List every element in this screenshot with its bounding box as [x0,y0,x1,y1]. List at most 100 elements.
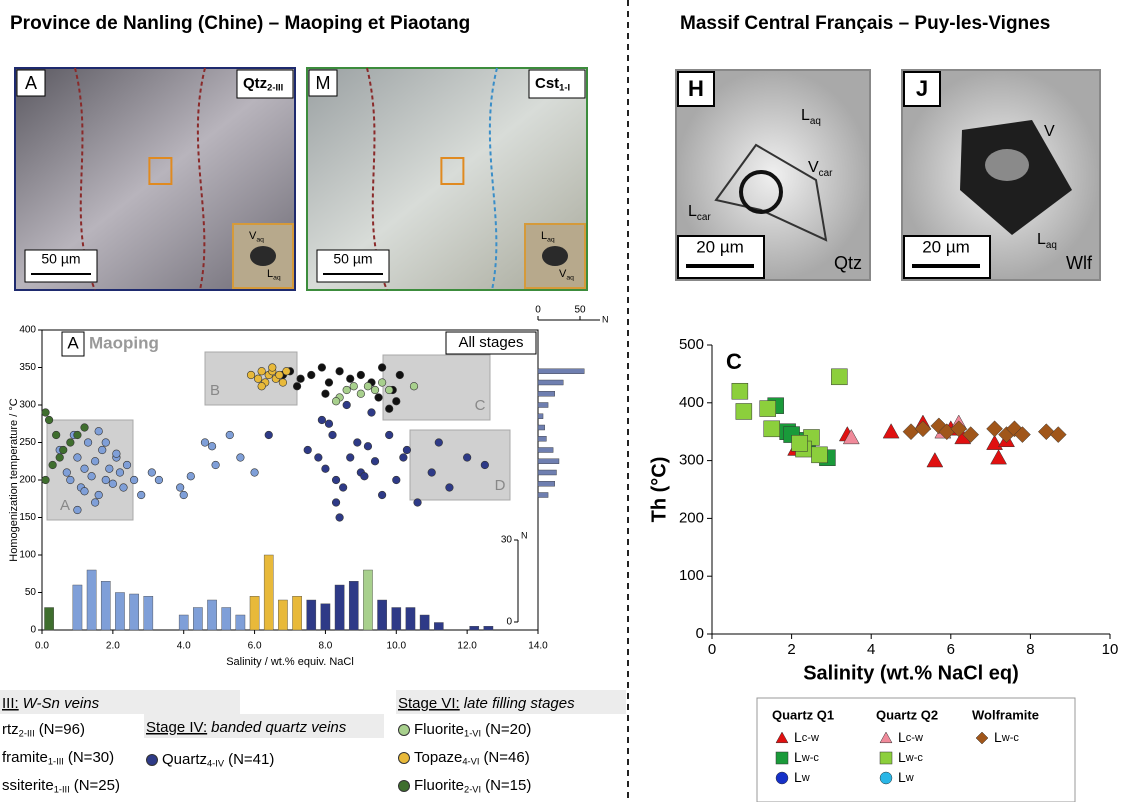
side-bar [537,492,549,498]
point [339,483,348,492]
text-main: L [1037,231,1046,248]
text-main: V [808,159,819,176]
text-main: Qtz [243,75,267,92]
y-tick-label: 300 [19,400,36,411]
point [66,475,75,485]
histogram-bar [207,599,217,631]
text-sub: car [697,211,711,222]
y-tick-label: 0 [696,625,704,642]
legend-text: ssiterite1-III (N=25) [2,777,120,795]
heading: Province de Nanling (Chine) – Maoping et… [10,13,470,34]
x-tick-label: 14.0 [528,641,548,652]
point [356,370,365,380]
marker [950,420,968,438]
legend-sub: c-w [906,732,923,744]
legend-name: L [794,769,802,785]
panel-label: A [25,73,37,93]
legend-header: Stage IV: banded quartz veins [146,719,347,736]
text-count: (N=15) [485,777,531,794]
histogram-bar [363,569,373,631]
histogram-bar [483,626,494,631]
point [137,490,146,500]
marker [811,446,828,464]
point [324,419,334,428]
legend-band [396,690,626,714]
y-tick-label: 200 [19,475,36,486]
text-main: Topaze [414,749,462,766]
text-main: L [688,203,697,220]
n-axis-label: N [521,530,528,540]
text-count: (N=96) [39,721,85,738]
text-main: Quartz [162,751,207,768]
region-label: D [495,477,506,494]
bubble [985,149,1029,181]
point [385,430,394,440]
side-bar [537,402,549,408]
scale-box [24,249,98,283]
marker [962,426,980,443]
point [427,468,436,477]
point [83,438,93,447]
point [186,472,195,481]
marker [1049,426,1067,443]
panel-label: H [688,76,704,101]
legend-group: Wolframite [972,707,1039,722]
text-main: Cst [535,75,559,92]
text-sub: aq [256,236,264,243]
marker [879,771,893,785]
histogram-bar [278,599,288,631]
point [317,415,326,425]
text-sub: 1-VI [464,729,481,739]
histogram-bar [100,581,111,631]
side-bar [537,447,554,453]
side-bar [537,481,555,487]
scale-box [677,235,765,279]
x-tick-label: 2.0 [106,641,120,652]
histogram-bar [249,596,260,631]
histogram-bar [348,581,359,631]
text-sub: aq [566,274,574,281]
point [130,475,139,485]
point [360,472,369,481]
legend-name: L [898,749,906,765]
side-bar [537,458,560,464]
point [346,374,355,383]
legend-sub: w [801,772,810,784]
point [363,442,373,451]
point [52,430,61,440]
legend-group: Quartz Q2 [876,707,938,722]
legend-name: L [994,729,1002,745]
text-main: V [249,230,257,242]
point [356,389,365,398]
histogram-bar [334,584,345,631]
point [392,397,401,406]
y-axis-label: Homogenization temperature / °C [8,398,20,561]
text-sub: 1-III [48,757,64,767]
point [413,498,422,507]
region-label: A [60,497,70,514]
point [94,490,103,500]
point [112,449,121,458]
marker [879,731,893,744]
marker [775,731,789,744]
x-axis-label: Salinity / wt.% equiv. NaCl [226,656,354,668]
panel-box [61,331,85,357]
y-tick-label: 400 [19,325,36,336]
y-tick-label: 0 [30,625,36,636]
x-tick-label: 8.0 [318,641,332,652]
point [250,468,259,477]
text-count: (N=20) [485,721,531,738]
point [41,408,50,417]
point [101,475,110,485]
point [317,363,326,372]
scale-label: 20 µm [696,237,744,256]
point [246,370,256,380]
legend-label: Lw-c [994,729,1019,745]
scale-box [903,235,991,279]
n-tick-label: 30 [501,535,513,546]
x-tick-label: 2 [787,641,795,658]
point [66,438,75,447]
field-region [382,354,491,421]
point [363,382,373,391]
